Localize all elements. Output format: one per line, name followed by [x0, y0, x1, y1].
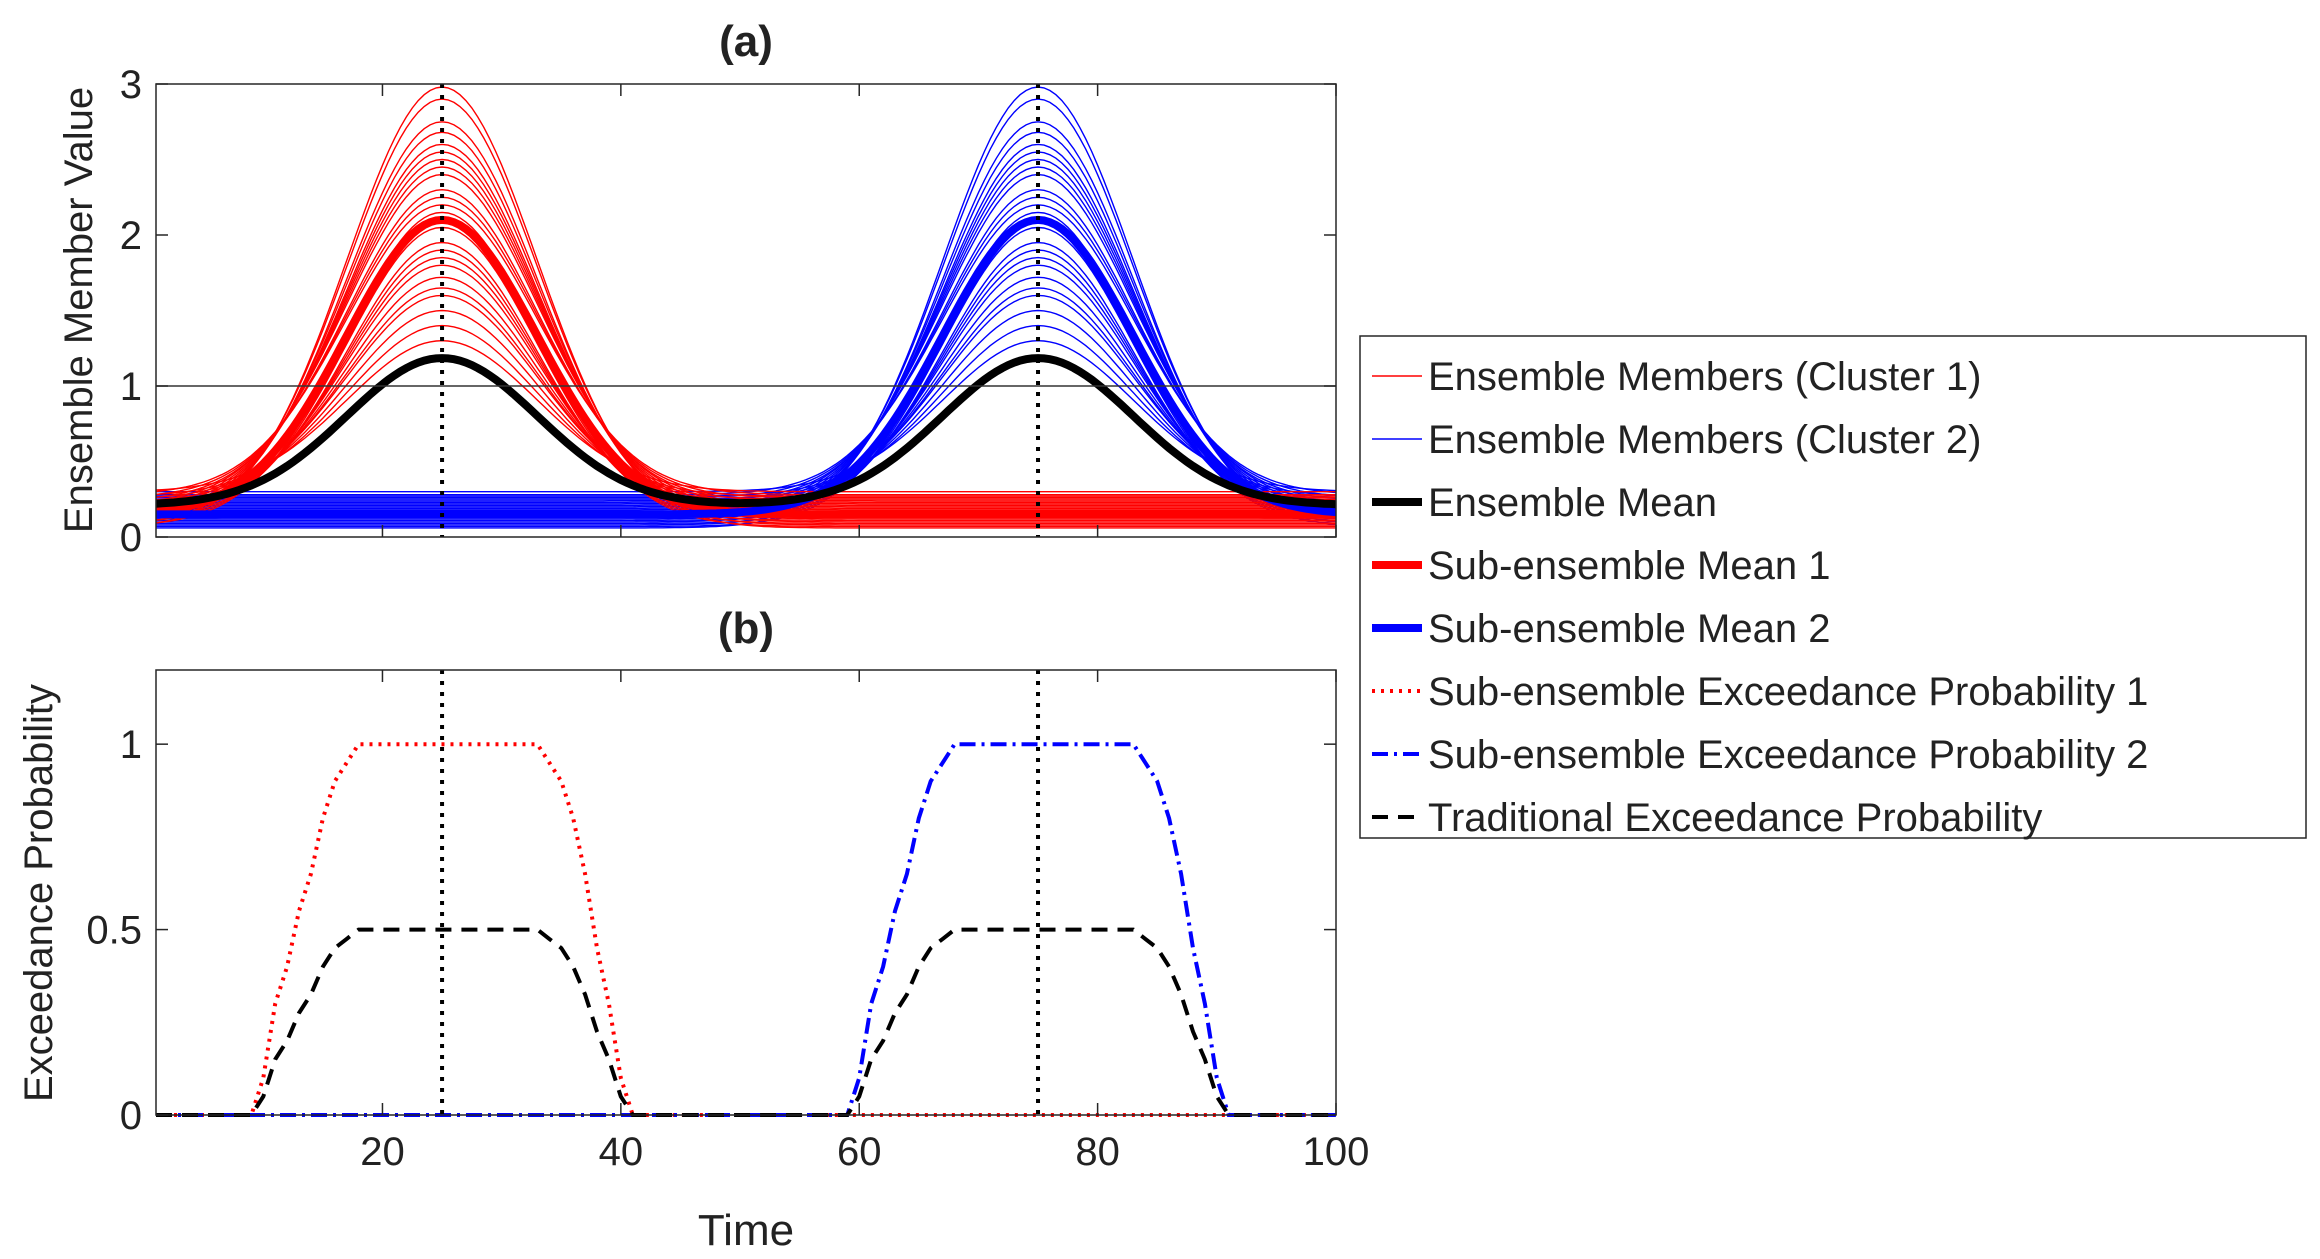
ticks-a: 0 1 2 3: [120, 63, 1337, 560]
cluster-1-member-line: [156, 339, 1336, 493]
title-a: (a): [719, 17, 773, 66]
legend-label: Sub-ensemble Mean 2: [1428, 607, 1830, 651]
legend-label: Ensemble Members (Cluster 2): [1428, 418, 1982, 462]
plot-area-b: [156, 670, 1336, 1115]
legend-label: Sub-ensemble Exceedance Probability 1: [1428, 670, 2148, 714]
axes-box-b: [155, 669, 1337, 1116]
y-tick-label-a: 2: [120, 214, 142, 258]
legend: Ensemble Members (Cluster 1) Ensemble Mem…: [1359, 335, 2307, 840]
cluster-1-member-line: [156, 241, 1336, 522]
ylabel-b: Exceedance Probability: [17, 684, 61, 1102]
y-tick-label-a: 0: [120, 516, 142, 560]
y-tick-label-b: 0.5: [86, 909, 142, 953]
legend-box: [1359, 335, 2307, 839]
ensemble-mean-line: [156, 354, 1336, 509]
legend-label: Ensemble Mean: [1428, 481, 1717, 525]
cluster-2-member-line: [156, 204, 1336, 496]
cluster-1-member-line: [156, 309, 1336, 500]
title-b: (b): [718, 604, 774, 653]
x-tick-label-b: 80: [1075, 1130, 1120, 1174]
y-tick-label-b: 1: [120, 723, 142, 767]
ticks-b: 20 40 60 80 100 0 0.5 1: [86, 670, 1369, 1174]
y-tick-label-a: 3: [120, 63, 142, 107]
panel-a: 0 1 2 3 (a) Ensemble Member Value: [57, 17, 1337, 560]
probability-series-1: [156, 742, 1336, 1117]
axes-box-a: [155, 83, 1337, 538]
panel-b: 20 40 60 80 100 0 0.5 1 (b) Exceedance Probabil…: [17, 604, 1369, 1255]
ylabel-a: Ensemble Member Value: [57, 87, 101, 533]
legend-label: Sub-ensemble Mean 1: [1428, 544, 1830, 588]
legend-label: Sub-ensemble Exceedance Probability 2: [1428, 733, 2148, 777]
legend-label: Traditional Exceedance Probability: [1428, 796, 2042, 840]
plot-area-a: [156, 84, 1336, 537]
xlabel-b: Time: [698, 1206, 794, 1255]
x-tick-label-b: 60: [837, 1130, 882, 1174]
cluster-2-member-line: [156, 241, 1336, 522]
y-tick-label-a: 1: [120, 365, 142, 409]
legend-label: Ensemble Members (Cluster 1): [1428, 355, 1982, 399]
x-tick-label-b: 100: [1303, 1130, 1370, 1174]
means-group: [156, 215, 1336, 519]
reference-lines-a: [156, 84, 1336, 537]
probability-series-2: [156, 742, 1336, 1117]
reference-lines-b: [440, 670, 1041, 1115]
x-tick-label-b: 40: [599, 1130, 644, 1174]
y-tick-label-b: 0: [120, 1094, 142, 1138]
cluster-1-member-line: [156, 204, 1336, 496]
x-tick-label-b: 20: [360, 1130, 405, 1174]
legend-items: Ensemble Members (Cluster 1) Ensemble Mem…: [1372, 355, 2148, 840]
sub-ensemble-mean-2-line: [156, 215, 1336, 519]
